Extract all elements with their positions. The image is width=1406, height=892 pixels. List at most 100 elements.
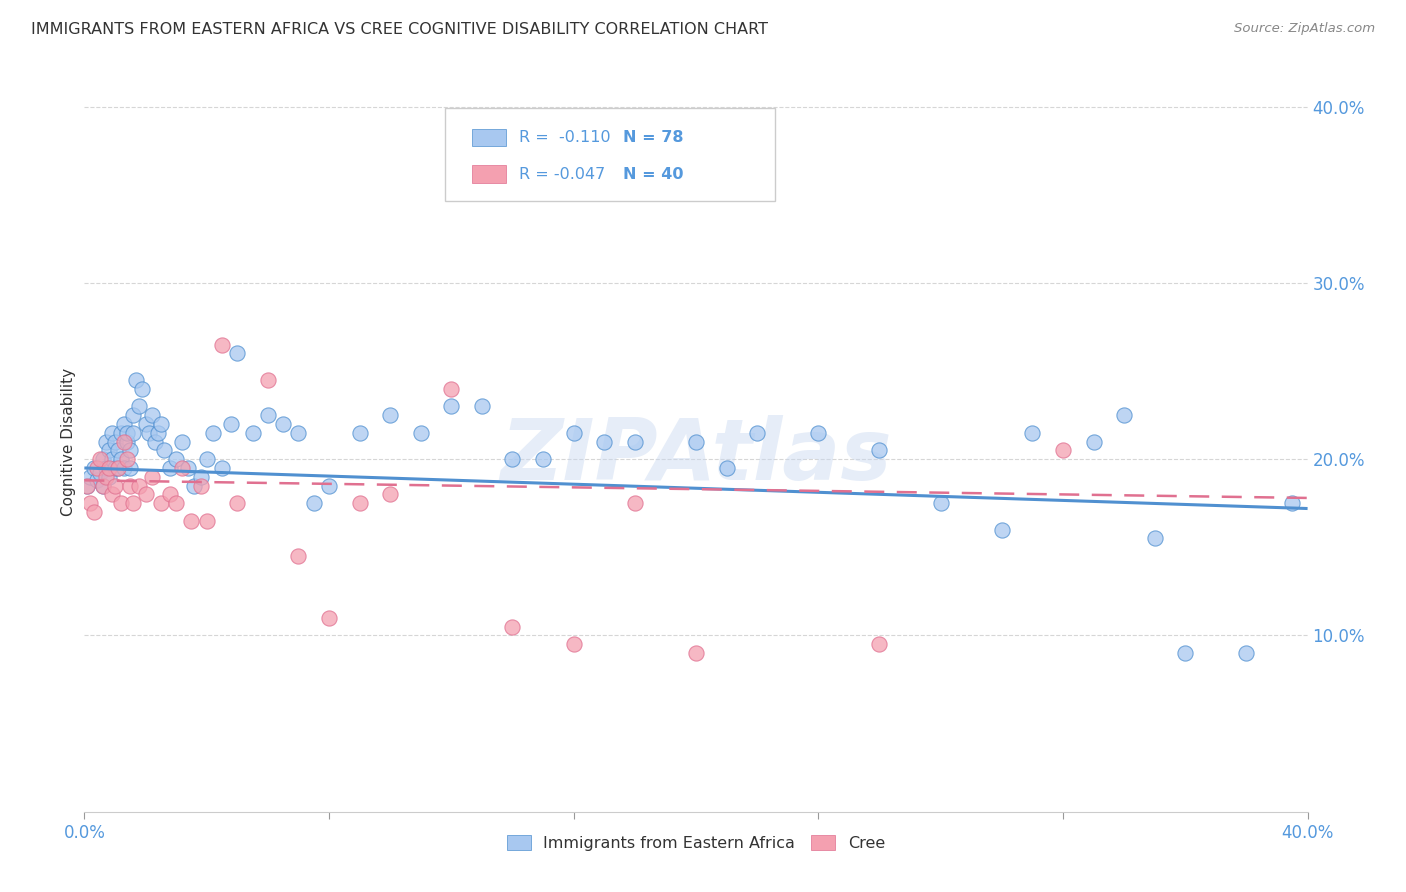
- Point: [101, 452, 124, 467]
- Text: N = 78: N = 78: [623, 130, 683, 145]
- Point: [190, 470, 212, 484]
- Text: IMMIGRANTS FROM EASTERN AFRICA VS CREE COGNITIVE DISABILITY CORRELATION CHART: IMMIGRANTS FROM EASTERN AFRICA VS CREE C…: [31, 22, 768, 37]
- Point: [349, 496, 371, 510]
- Point: [502, 452, 524, 467]
- Point: [716, 461, 738, 475]
- Point: [562, 637, 585, 651]
- Point: [89, 452, 111, 467]
- Point: [302, 496, 325, 510]
- Point: [380, 408, 402, 422]
- Point: [101, 425, 124, 440]
- Point: [97, 443, 120, 458]
- Point: [122, 408, 145, 422]
- Point: [125, 373, 148, 387]
- Point: [1174, 646, 1197, 660]
- Point: [195, 452, 218, 467]
- Text: ZIPAtlas: ZIPAtlas: [501, 415, 891, 498]
- Point: [146, 425, 169, 440]
- Point: [869, 443, 891, 458]
- Point: [1236, 646, 1258, 660]
- Point: [195, 514, 218, 528]
- Point: [201, 425, 224, 440]
- Point: [257, 373, 280, 387]
- Point: [177, 461, 200, 475]
- FancyBboxPatch shape: [446, 109, 776, 201]
- Point: [112, 434, 135, 449]
- Point: [271, 417, 294, 431]
- Point: [89, 467, 111, 481]
- Point: [76, 478, 98, 492]
- Point: [131, 382, 153, 396]
- Point: [104, 478, 127, 492]
- Point: [991, 523, 1014, 537]
- Point: [287, 549, 309, 563]
- Point: [211, 337, 233, 351]
- Point: [190, 478, 212, 492]
- Point: [120, 443, 142, 458]
- Point: [226, 496, 249, 510]
- Point: [1021, 425, 1043, 440]
- Point: [110, 425, 132, 440]
- Point: [1114, 408, 1136, 422]
- Point: [115, 452, 138, 467]
- Point: [79, 496, 101, 510]
- Point: [94, 461, 117, 475]
- Point: [122, 496, 145, 510]
- Point: [929, 496, 952, 510]
- Point: [122, 425, 145, 440]
- Point: [107, 461, 129, 475]
- Point: [1083, 434, 1105, 449]
- Point: [1052, 443, 1074, 458]
- Point: [83, 505, 105, 519]
- Point: [318, 478, 340, 492]
- Point: [1143, 532, 1166, 546]
- Point: [219, 417, 242, 431]
- Point: [624, 434, 647, 449]
- Point: [107, 443, 129, 458]
- Point: [97, 461, 120, 475]
- Point: [128, 399, 150, 413]
- Point: [94, 434, 117, 449]
- Point: [104, 434, 127, 449]
- Point: [502, 619, 524, 633]
- Point: [1281, 496, 1303, 510]
- Point: [153, 443, 176, 458]
- Point: [242, 425, 264, 440]
- Point: [110, 452, 132, 467]
- Text: R = -0.047: R = -0.047: [519, 167, 605, 182]
- Point: [685, 434, 707, 449]
- Point: [172, 434, 194, 449]
- Point: [128, 478, 150, 492]
- Point: [440, 399, 463, 413]
- Point: [135, 417, 157, 431]
- Point: [211, 461, 233, 475]
- Point: [115, 425, 138, 440]
- Point: [135, 487, 157, 501]
- Point: [149, 496, 172, 510]
- Point: [120, 478, 142, 492]
- Point: [531, 452, 554, 467]
- Point: [624, 496, 647, 510]
- Point: [869, 637, 891, 651]
- Point: [183, 478, 205, 492]
- Point: [685, 646, 707, 660]
- Point: [180, 514, 202, 528]
- Text: Source: ZipAtlas.com: Source: ZipAtlas.com: [1234, 22, 1375, 36]
- Text: R =  -0.110: R = -0.110: [519, 130, 610, 145]
- Point: [471, 399, 494, 413]
- Point: [287, 425, 309, 440]
- Point: [562, 425, 585, 440]
- Point: [318, 611, 340, 625]
- Point: [593, 434, 616, 449]
- Point: [76, 478, 98, 492]
- Point: [747, 425, 769, 440]
- Point: [440, 382, 463, 396]
- Point: [115, 434, 138, 449]
- Point: [112, 417, 135, 431]
- Point: [107, 461, 129, 475]
- Point: [226, 346, 249, 360]
- Point: [349, 425, 371, 440]
- Point: [97, 470, 120, 484]
- Point: [165, 452, 187, 467]
- Point: [86, 473, 108, 487]
